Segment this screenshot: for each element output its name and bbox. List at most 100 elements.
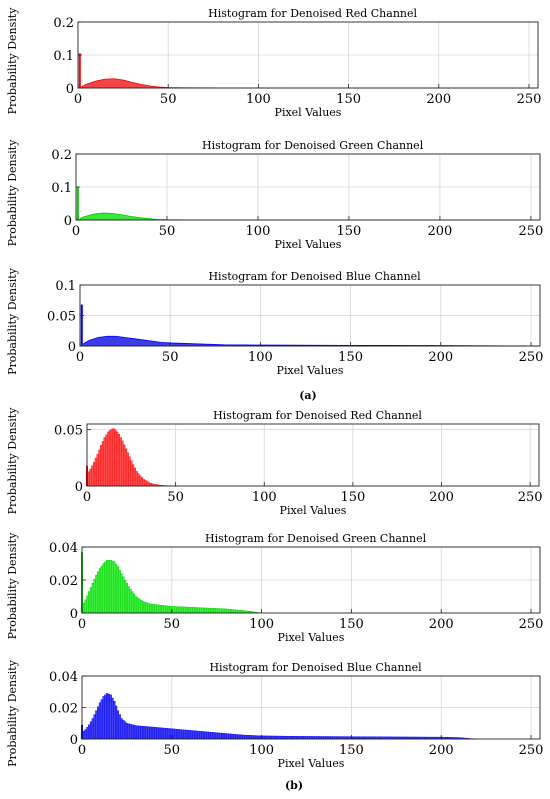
histogram-bar xyxy=(194,607,197,614)
histogram-bar xyxy=(86,726,89,740)
histogram-bar xyxy=(133,467,136,487)
histogram-bar xyxy=(105,434,108,487)
chart-b-green: 0 50 100 150 200 250 0 0.02 0.04 Histogram for De… xyxy=(6,532,543,644)
histogram-bar xyxy=(210,732,213,740)
histogram-bar xyxy=(204,731,208,740)
histogram-bar xyxy=(165,728,168,740)
x-axis-label: Pixel Values xyxy=(278,757,345,770)
histogram-bar xyxy=(106,560,109,614)
histogram-bar xyxy=(129,588,132,614)
y-tick-label: 0 xyxy=(70,733,78,748)
histogram-bar xyxy=(226,608,229,614)
histogram-bar xyxy=(150,603,154,614)
histogram-bar xyxy=(156,727,159,740)
histogram-bar xyxy=(134,725,137,740)
histogram-bar xyxy=(210,608,213,614)
histogram-bar xyxy=(208,607,211,614)
y-tick-label: 0.02 xyxy=(49,702,78,717)
y-tick-label: 0.04 xyxy=(49,541,78,556)
histogram-bar xyxy=(269,735,272,740)
histogram-bar xyxy=(154,604,157,614)
histogram-bar xyxy=(98,568,102,614)
chart-title: Histogram for Denoised Green Channel xyxy=(205,532,427,545)
histogram-bar xyxy=(119,437,122,487)
histogram-bar xyxy=(228,733,231,740)
histogram-bar xyxy=(220,608,224,614)
histogram-bar xyxy=(138,598,141,614)
histogram-bar xyxy=(91,718,94,740)
histogram-bar xyxy=(201,607,204,614)
histogram-bar xyxy=(111,697,114,740)
histogram-bar xyxy=(135,471,138,487)
histogram-bar xyxy=(253,735,256,740)
x-tick-label: 200 xyxy=(428,350,453,365)
histogram-bar xyxy=(255,735,258,740)
x-axis-label: Pixel Values xyxy=(278,631,345,644)
histogram-bar xyxy=(130,460,133,487)
x-tick-label: 250 xyxy=(519,743,544,758)
histogram-bar xyxy=(131,724,134,740)
histogram-bar xyxy=(97,571,100,614)
axes-box xyxy=(86,423,540,487)
histogram-bar xyxy=(188,730,191,740)
histogram-bar xyxy=(190,730,193,740)
histogram-bar xyxy=(222,733,225,740)
histogram-bar xyxy=(88,591,91,614)
x-tick-label: 50 xyxy=(160,92,177,107)
histogram-bar xyxy=(82,730,85,740)
x-tick-label: 100 xyxy=(249,743,274,758)
chart-title: Histogram for Denoised Green Channel xyxy=(202,139,424,152)
histogram-bar xyxy=(89,721,93,740)
histogram-bar xyxy=(108,430,112,487)
histogram-bar xyxy=(145,602,148,614)
histogram-bar xyxy=(136,597,139,614)
x-tick-label: 150 xyxy=(337,224,362,239)
x-axis-label: Pixel Values xyxy=(275,106,342,119)
chart-b-red: 0 50 100 150 200 250 0 0.05 Histogram for Denois… xyxy=(6,407,543,517)
x-tick-label: 150 xyxy=(340,490,365,505)
histogram-bar xyxy=(111,560,114,614)
histogram-bar xyxy=(84,729,87,740)
histogram-bar xyxy=(161,727,164,740)
x-tick-label: 0 xyxy=(78,743,86,758)
histogram-bar xyxy=(240,734,243,740)
histogram-bar xyxy=(159,604,163,614)
histogram-bar xyxy=(265,735,269,740)
histogram-bar xyxy=(247,735,251,740)
histogram-bar xyxy=(229,733,233,740)
histogram-bar xyxy=(140,725,143,740)
histogram-bar xyxy=(185,606,188,614)
histogram-bar xyxy=(192,607,195,614)
y-tick-label: 0.05 xyxy=(54,424,83,439)
y-axis-label: Probability Density xyxy=(6,407,19,515)
histogram-bar xyxy=(95,710,98,740)
x-axis-label: Pixel Values xyxy=(280,504,347,517)
histogram-bar xyxy=(132,593,136,614)
x-tick-label: 250 xyxy=(519,617,544,632)
histogram-bar xyxy=(96,454,99,487)
y-tick-label: 0 xyxy=(68,340,76,355)
histogram-bar xyxy=(95,574,98,614)
histogram-bar xyxy=(106,693,109,740)
histogram-bar xyxy=(264,735,267,740)
histogram-bar xyxy=(217,608,220,614)
histogram-bar xyxy=(120,573,123,614)
histogram-bar xyxy=(195,730,199,740)
histogram-bar xyxy=(201,731,204,740)
histogram-bar xyxy=(109,560,112,614)
x-tick-label: 0 xyxy=(76,350,84,365)
histogram-bar xyxy=(194,730,197,740)
histogram-bar xyxy=(123,444,126,487)
x-tick-label: 250 xyxy=(518,224,543,239)
histogram-bar xyxy=(168,605,172,614)
histogram-bar xyxy=(159,727,163,740)
chart-a-blue: 0 50 100 150 200 250 0 0.05 0.1 Histogram for Den… xyxy=(6,267,543,377)
histogram-bar xyxy=(138,725,141,740)
x-axis-label: Pixel Values xyxy=(275,238,342,251)
histogram-bar xyxy=(116,710,120,740)
histogram-bar xyxy=(113,701,116,740)
x-tick-label: 50 xyxy=(159,224,176,239)
y-tick-label: 0 xyxy=(66,82,74,97)
histogram-bar xyxy=(219,732,222,740)
histogram-bar xyxy=(167,728,170,740)
